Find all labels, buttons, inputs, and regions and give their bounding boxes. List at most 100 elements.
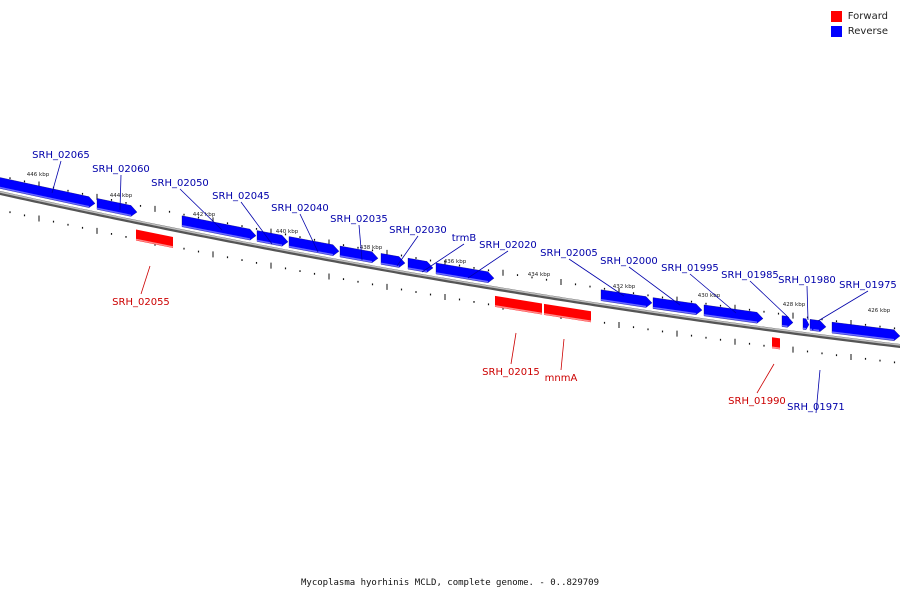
gene-label-srh-02005[interactable]: SRH_02005 (540, 248, 598, 259)
gene-label-mnma[interactable]: mnmA (545, 373, 578, 384)
gene-fragment[interactable] (812, 319, 818, 331)
gene-label-srh-02035[interactable]: SRH_02035 (330, 214, 388, 225)
gene-shade (288, 245, 334, 256)
gene-srh-02065[interactable] (0, 176, 96, 208)
leader-line (510, 332, 517, 365)
gene-shade (256, 239, 283, 246)
leader-line (467, 250, 509, 279)
leader-line (749, 280, 790, 319)
gene-label-srh-02050[interactable]: SRH_02050 (151, 178, 209, 189)
gene-srh-02055[interactable] (136, 229, 173, 248)
forward-swatch (830, 11, 842, 22)
gene-label-srh-01980[interactable]: SRH_01980 (778, 275, 836, 286)
gene-label-trmb[interactable]: trmB (452, 233, 477, 244)
reverse-swatch (830, 26, 842, 37)
axis-label: 434 kbp (528, 272, 551, 278)
gene-label-srh-01995[interactable]: SRH_01995 (661, 263, 719, 274)
legend-forward-label: Forward (847, 11, 888, 22)
gene-label-srh-02045[interactable]: SRH_02045 (212, 191, 270, 202)
legend-item-forward: Forward (830, 9, 888, 24)
gene-shade (96, 207, 132, 217)
gene-srh-02035[interactable] (339, 245, 379, 263)
gene-shade (831, 331, 895, 341)
gene-shade (543, 313, 592, 322)
leader-line (140, 265, 151, 295)
gene-label-srh-02040[interactable]: SRH_02040 (271, 203, 329, 214)
legend-reverse-label: Reverse (847, 26, 888, 37)
gene-srh-02000[interactable] (652, 297, 703, 315)
gene-shade (703, 314, 758, 324)
gene-shade (809, 328, 821, 332)
gene-srh-01975[interactable] (831, 321, 900, 341)
gene-shade (435, 272, 489, 283)
gene-label-srh-02065[interactable]: SRH_02065 (32, 150, 90, 161)
leader-line (560, 338, 565, 371)
gene-label-srh-02015[interactable]: SRH_02015 (482, 367, 540, 378)
leader-line (817, 290, 869, 322)
gene-label-srh-01975[interactable]: SRH_01975 (839, 280, 897, 291)
gene-srh-01980[interactable] (802, 318, 810, 330)
gene-label-srh-02055[interactable]: SRH_02055 (112, 297, 170, 308)
gene-mnma[interactable] (544, 303, 591, 323)
backbone-highlight (0, 191, 900, 346)
gene-labels: SRH_02065SRH_02060SRH_02055SRH_02050SRH_… (32, 150, 897, 413)
gene-shade (600, 299, 647, 308)
gene-shade (652, 306, 697, 315)
backbone-line (0, 190, 900, 349)
leader-line (119, 174, 122, 211)
gene-srh-02050[interactable] (181, 215, 257, 241)
label-leaders (51, 160, 869, 414)
gene-shade (380, 262, 400, 268)
gene-srh-02015[interactable] (495, 295, 542, 315)
genome-caption: Mycoplasma hyorhinis MCLD, complete geno… (300, 578, 599, 588)
gene-shade (181, 225, 251, 240)
leader-line (806, 285, 809, 321)
leader-line (396, 235, 419, 267)
axis-label: 442 kbp (193, 212, 216, 218)
gene-srh-02060[interactable] (96, 198, 138, 217)
gene-shade (339, 255, 373, 263)
leader-line (358, 224, 363, 261)
gene-srh-02040[interactable] (288, 236, 340, 256)
gene-shade (771, 346, 781, 350)
genome-backbone (0, 190, 900, 349)
gene-label-srh-02000[interactable]: SRH_02000 (600, 256, 658, 267)
leader-line (240, 201, 273, 245)
axis-label: 432 kbp (613, 284, 636, 290)
gene-fragment[interactable] (819, 320, 825, 332)
leader-line (51, 160, 62, 194)
legend-item-reverse: Reverse (830, 24, 888, 39)
legend: Forward Reverse (830, 9, 888, 39)
axis-label: 444 kbp (110, 193, 133, 199)
axis-label: 428 kbp (783, 302, 806, 308)
gene-label-srh-01990[interactable]: SRH_01990 (728, 396, 786, 407)
gene-shade (0, 186, 90, 208)
leader-line (815, 369, 821, 414)
gene-label-srh-01985[interactable]: SRH_01985 (721, 270, 779, 281)
gene-label-srh-01971[interactable]: SRH_01971 (787, 402, 845, 413)
leader-line (299, 213, 319, 253)
gene-srh-01990[interactable] (772, 337, 780, 350)
leader-line (689, 273, 737, 314)
gene-label-srh-02060[interactable]: SRH_02060 (92, 164, 150, 175)
gene-shade (135, 238, 174, 248)
axis-label: 438 kbp (360, 245, 383, 251)
gene-srh-01995[interactable] (703, 304, 764, 324)
gene-label-srh-02020[interactable]: SRH_02020 (479, 240, 537, 251)
leader-line (421, 243, 465, 273)
axis-labels: 446 kbp 444 kbp 442 kbp 440 kbp 438 kbp 436 k… (27, 172, 891, 314)
gene-srh-02005[interactable] (600, 289, 653, 308)
gene-label-srh-02030[interactable]: SRH_02030 (389, 225, 447, 236)
axis-label: 430 kbp (698, 293, 721, 299)
axis-label: 426 kbp (868, 308, 891, 314)
leader-line (756, 363, 775, 394)
axis-label: 440 kbp (276, 229, 299, 235)
axis-label: 446 kbp (27, 172, 50, 178)
gene-shade (494, 305, 543, 315)
gene-shade (781, 324, 788, 328)
leader-line (568, 258, 625, 297)
axis-ticks (9, 177, 896, 364)
leader-line (628, 266, 681, 306)
axis-label: 436 kbp (444, 259, 467, 265)
